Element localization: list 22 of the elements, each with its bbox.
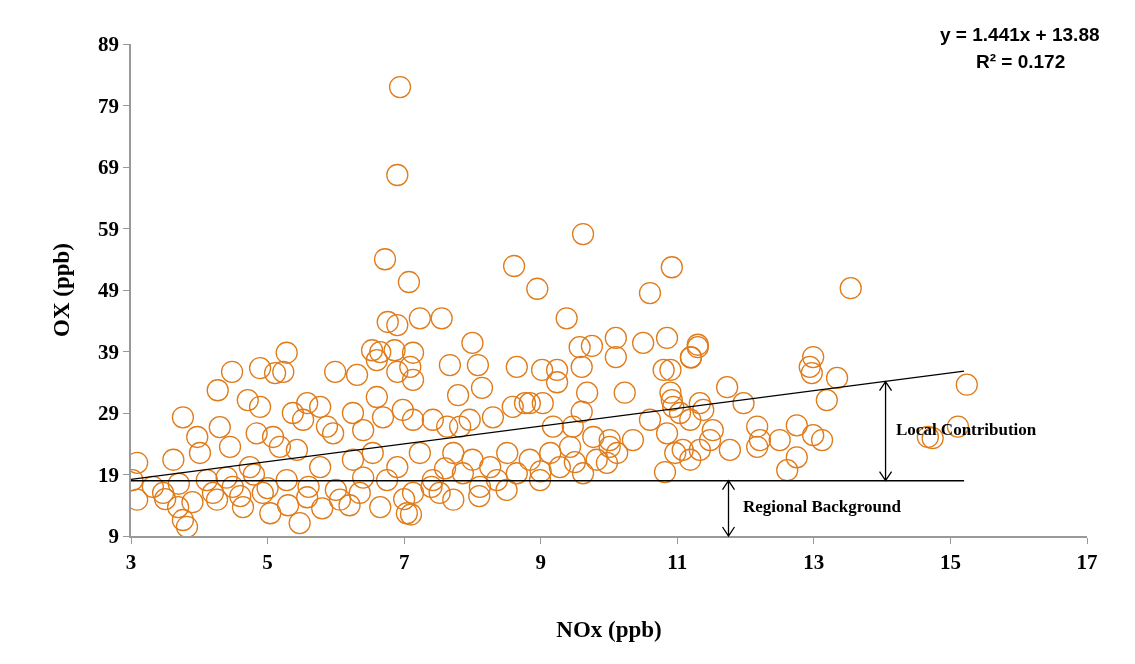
x-tick-label: 11 xyxy=(667,549,688,574)
y-tick-label: 39 xyxy=(98,339,120,364)
x-tick-label: 5 xyxy=(262,549,273,574)
annotation: y = 1.441x + 13.88 xyxy=(940,24,1100,45)
x-tick-label: 7 xyxy=(398,549,410,574)
x-tick-label: 15 xyxy=(939,549,961,574)
y-tick-label: 69 xyxy=(98,155,120,180)
y-tick-label: 59 xyxy=(98,216,120,241)
annotation: Regional Background xyxy=(743,497,902,516)
y-tick-label: 49 xyxy=(98,278,120,303)
y-tick-label: 19 xyxy=(98,462,120,487)
x-tick-label: 17 xyxy=(1076,549,1098,574)
y-tick-label: 9 xyxy=(108,524,120,549)
y-tick-label: 89 xyxy=(98,32,120,57)
y-tick-label: 79 xyxy=(98,93,120,118)
x-axis-title: NOx (ppb) xyxy=(556,617,662,643)
x-tick-label: 3 xyxy=(125,549,137,574)
x-tick-label: 9 xyxy=(535,549,546,574)
y-tick-label: 29 xyxy=(98,401,120,426)
annotation: R² = 0.172 xyxy=(976,51,1066,72)
x-tick-label: 13 xyxy=(803,549,825,574)
y-axis-title: OX (ppb) xyxy=(49,243,74,337)
